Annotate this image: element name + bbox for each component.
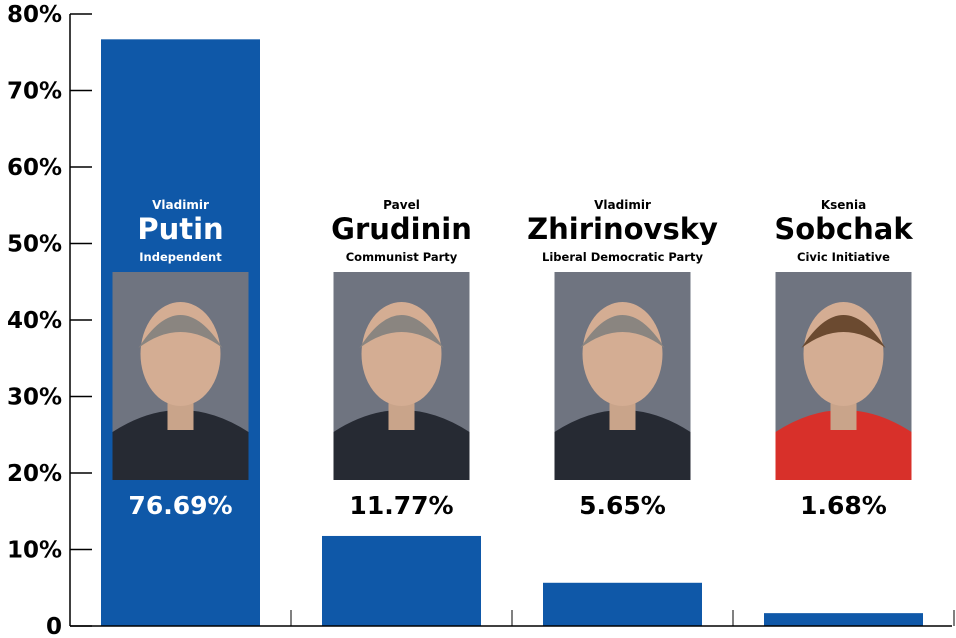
bar-value-label: 11.77% — [349, 491, 453, 520]
candidate-first-name: Vladimir — [594, 198, 651, 212]
bar-value-label: 76.69% — [128, 491, 232, 520]
candidate-party: Civic Initiative — [797, 250, 890, 264]
bar-zhirinovsky — [543, 582, 702, 626]
photo-hair — [801, 315, 886, 348]
y-tick-label: 30% — [7, 385, 62, 411]
y-tick-label: 70% — [7, 79, 62, 105]
candidate-party: Communist Party — [346, 250, 458, 264]
y-tick-label: 0 — [46, 614, 62, 638]
x-axis — [70, 610, 955, 627]
candidate-last-name: Grudinin — [331, 212, 472, 246]
y-tick-label: 60% — [7, 155, 62, 181]
photo-shoulders — [554, 410, 691, 480]
y-tick-label: 40% — [7, 308, 62, 334]
candidate-photo-sobchak — [775, 272, 912, 480]
candidate-last-name: Putin — [137, 212, 223, 246]
candidate-party: Independent — [139, 250, 222, 264]
candidate-first-name: Vladimir — [152, 198, 209, 212]
photo-shoulders — [333, 410, 470, 480]
bar-sobchak — [764, 613, 923, 626]
candidate-photo-grudinin — [333, 272, 470, 480]
candidate-first-name: Ksenia — [821, 198, 866, 212]
photo-hair — [580, 315, 665, 348]
y-tick-label: 20% — [7, 461, 62, 487]
candidate-first-name: Pavel — [383, 198, 420, 212]
bar-grudinin — [322, 535, 481, 626]
photo-hair — [138, 315, 223, 348]
photo-hair — [359, 315, 444, 348]
candidate-last-name: Zhirinovsky — [527, 212, 718, 246]
candidate-photo-putin — [112, 272, 249, 480]
y-tick-label: 80% — [7, 2, 62, 28]
y-tick-label: 10% — [7, 538, 62, 564]
candidate-last-name: Sobchak — [774, 212, 913, 246]
y-tick-label: 50% — [7, 232, 62, 258]
candidate-labels: VladimirPutinIndependent76.69%PavelGrudi… — [112, 198, 913, 520]
candidate-photo-zhirinovsky — [554, 272, 691, 480]
bar-value-label: 5.65% — [579, 491, 666, 520]
candidate-party: Liberal Democratic Party — [542, 250, 703, 264]
bar-value-label: 1.68% — [800, 491, 887, 520]
photo-shoulders — [775, 410, 912, 480]
photo-shoulders — [112, 410, 249, 480]
y-axis: 0 10% 20% 30% 40% 50% 60% 70% 80% — [7, 2, 92, 638]
